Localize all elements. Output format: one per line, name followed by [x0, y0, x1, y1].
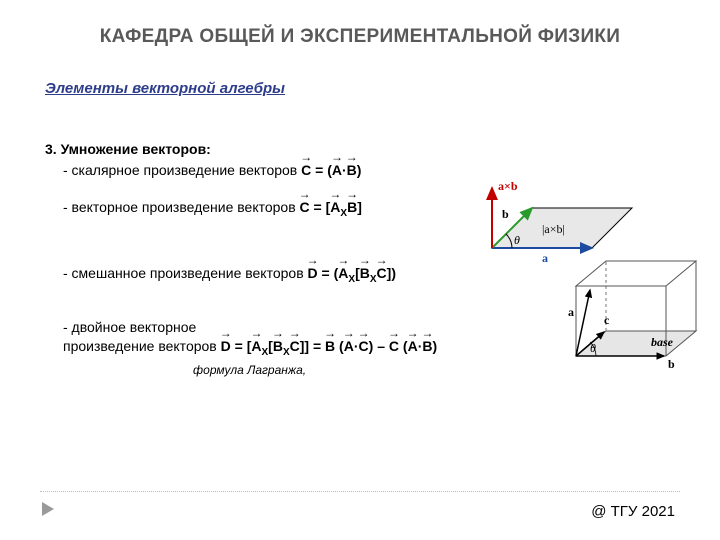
text: - смешанное произведение векторов: [63, 265, 308, 281]
label-axb: a×b: [498, 179, 518, 193]
label-theta: θ: [514, 233, 520, 247]
label-b: b: [502, 207, 509, 221]
formula-mixed: D = (AX[BXC]): [308, 264, 396, 286]
item-scalar: - скалярное произведение векторов C = (A…: [45, 161, 675, 180]
parallelepiped-diagram: a b c θ base: [556, 246, 706, 376]
label-b2: b: [668, 357, 675, 371]
label-a: a: [542, 251, 548, 265]
label-mag: |a×b|: [542, 222, 565, 236]
play-icon[interactable]: [42, 502, 54, 516]
label-c2: c: [604, 313, 610, 327]
text: - скалярное произведение векторов: [63, 162, 301, 178]
subtitle: Элементы векторной алгебры: [45, 80, 285, 97]
text: - векторное произведение векторов: [63, 199, 300, 215]
label-base: base: [651, 335, 674, 349]
formula-double: D = [AX[BXC]] = B (A·C) – C (A·B): [221, 337, 438, 359]
label-theta2: θ: [590, 341, 596, 355]
footer-text: @ ТГУ 2021: [591, 503, 675, 520]
footer-divider: [40, 491, 680, 492]
formula-vector: C = [AXB]: [300, 198, 362, 220]
slide: КАФЕДРА ОБЩЕЙ И ЭКСПЕРИМЕНТАЛЬНОЙ ФИЗИКИ…: [0, 0, 720, 540]
label-a2: a: [568, 305, 574, 319]
page-title: КАФЕДРА ОБЩЕЙ И ЭКСПЕРИМЕНТАЛЬНОЙ ФИЗИКИ: [0, 26, 720, 48]
section-title: 3. Умножение векторов:: [45, 140, 675, 159]
formula-scalar: C = (A·B): [301, 161, 361, 180]
